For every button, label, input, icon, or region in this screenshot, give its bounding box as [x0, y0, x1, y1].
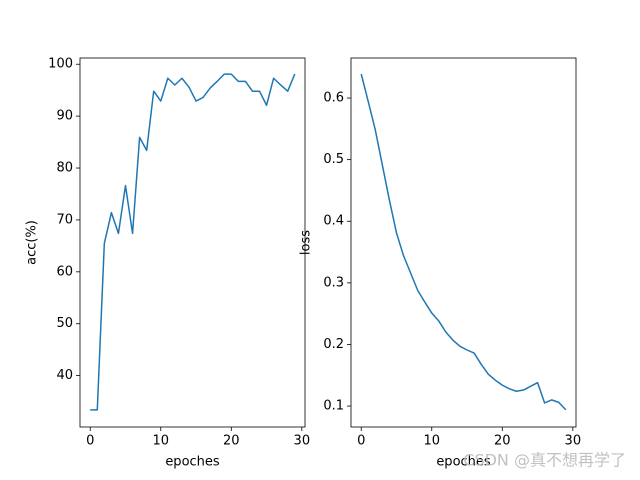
x-tick-label: 20	[494, 434, 511, 449]
data-line	[360, 73, 567, 411]
x-tick-label: 20	[223, 434, 240, 449]
x-tick-label: 0	[357, 434, 365, 449]
y-tick-label: 0.4	[323, 214, 344, 229]
x-tick-label: 10	[423, 434, 440, 449]
y-tick-label: 90	[56, 109, 73, 124]
y-tick-label: 0.1	[323, 399, 344, 414]
x-tick-label: 10	[152, 434, 169, 449]
y-tick-label: 0.2	[323, 337, 344, 352]
data-line	[90, 73, 296, 411]
y-axis-label: acc(%)	[25, 220, 40, 265]
y-tick-label: 70	[56, 212, 73, 227]
y-tick-label: 0.6	[323, 91, 344, 106]
x-axis-label: epoches	[436, 455, 491, 470]
y-tick-label: 80	[56, 161, 73, 176]
y-tick-label: 40	[56, 368, 73, 383]
x-tick-label: 30	[294, 434, 311, 449]
x-axis-label: epoches	[165, 455, 220, 470]
y-tick-label: 0.3	[323, 275, 344, 290]
y-tick-label: 50	[56, 316, 73, 331]
watermark: CSDN @真不想再学了	[463, 451, 626, 470]
x-tick-label: 0	[86, 434, 94, 449]
y-tick-label: 60	[56, 264, 73, 279]
y-axis-label: loss	[299, 230, 314, 255]
axes-frame	[350, 57, 577, 428]
axes-frame	[79, 57, 306, 428]
y-tick-label: 0.5	[323, 152, 344, 167]
x-tick-label: 30	[565, 434, 582, 449]
y-tick-label: 100	[48, 57, 73, 72]
